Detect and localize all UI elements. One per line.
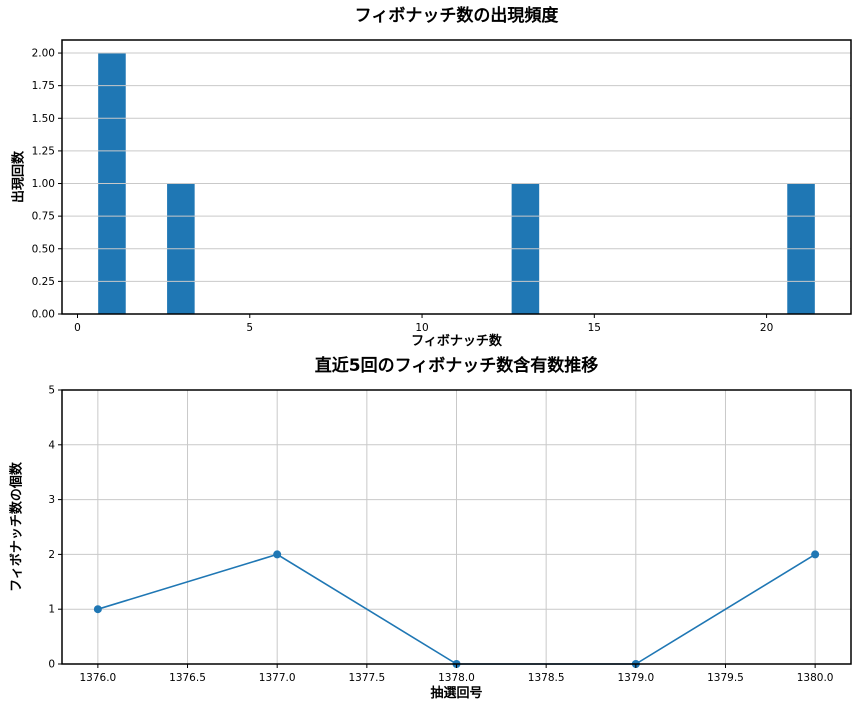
y-tick-label: 0.00 [32,309,55,321]
tick-labels: 0 5 10 15 20 0.00 0.25 0.50 0.75 1.00 1.25 1.50 1.75… [32,48,774,334]
y-tick-label: 3 [48,494,55,506]
y-tick-label: 1.25 [32,145,55,157]
y-tick-label: 0.50 [32,243,55,255]
x-tick-label: 1379.0 [617,672,654,684]
y-tick-label: 0.25 [32,276,55,288]
line-chart-group: 1376.0 1376.5 1377.0 1377.5 1378.0 1378.5 1379… [48,385,852,685]
x-tick-label: 1380.0 [797,672,834,684]
x-tick-label: 20 [760,322,773,334]
x-tick-label: 10 [415,322,428,334]
x-tick-label: 1379.5 [707,672,744,684]
line-chart-ylabel: フィボナッチ数の個数 [9,462,25,592]
x-tick-label: 5 [246,322,253,334]
bar-chart-group: 0 5 10 15 20 0.00 0.25 0.50 0.75 1.00 1.25 1.50 1.75… [32,39,852,334]
gridlines [62,389,851,665]
x-tick-label: 1376.0 [79,672,116,684]
x-tick-label: 0 [74,322,81,334]
tick-labels: 1376.0 1376.5 1377.0 1377.5 1378.0 1378.5 1379… [48,385,833,685]
x-tick-label: 1378.0 [438,672,475,684]
y-tick-label: 1.50 [32,113,55,125]
line-chart-title: 直近5回のフィボナッチ数含有数推移 [314,356,599,376]
y-tick-label: 0 [48,659,55,671]
y-tick-label: 2.00 [32,48,55,60]
y-tick-label: 1 [48,604,55,616]
data-point [93,605,102,614]
data-point [811,550,820,559]
x-tick-label: 1376.5 [169,672,206,684]
line-chart-xlabel: 抽選回号 [430,686,483,701]
y-tick-label: 4 [48,439,55,451]
x-tick-label: 1377.0 [259,672,296,684]
y-tick-label: 5 [48,385,55,397]
bar-chart-xlabel: フィボナッチ数 [411,334,502,349]
bar-chart-ylabel: 出現回数 [11,150,27,204]
data-point [273,550,282,559]
axes-spines [61,39,852,315]
x-tick-label: 1378.5 [528,672,565,684]
x-tick-label: 1377.5 [348,672,385,684]
y-tick-label: 1.00 [32,178,55,190]
bar-chart-title: フィボナッチ数の出現頻度 [354,6,559,26]
y-tick-label: 0.75 [32,211,55,223]
y-tick-label: 2 [48,549,55,561]
y-tick-label: 1.75 [32,80,55,92]
x-tick-label: 15 [588,322,601,334]
